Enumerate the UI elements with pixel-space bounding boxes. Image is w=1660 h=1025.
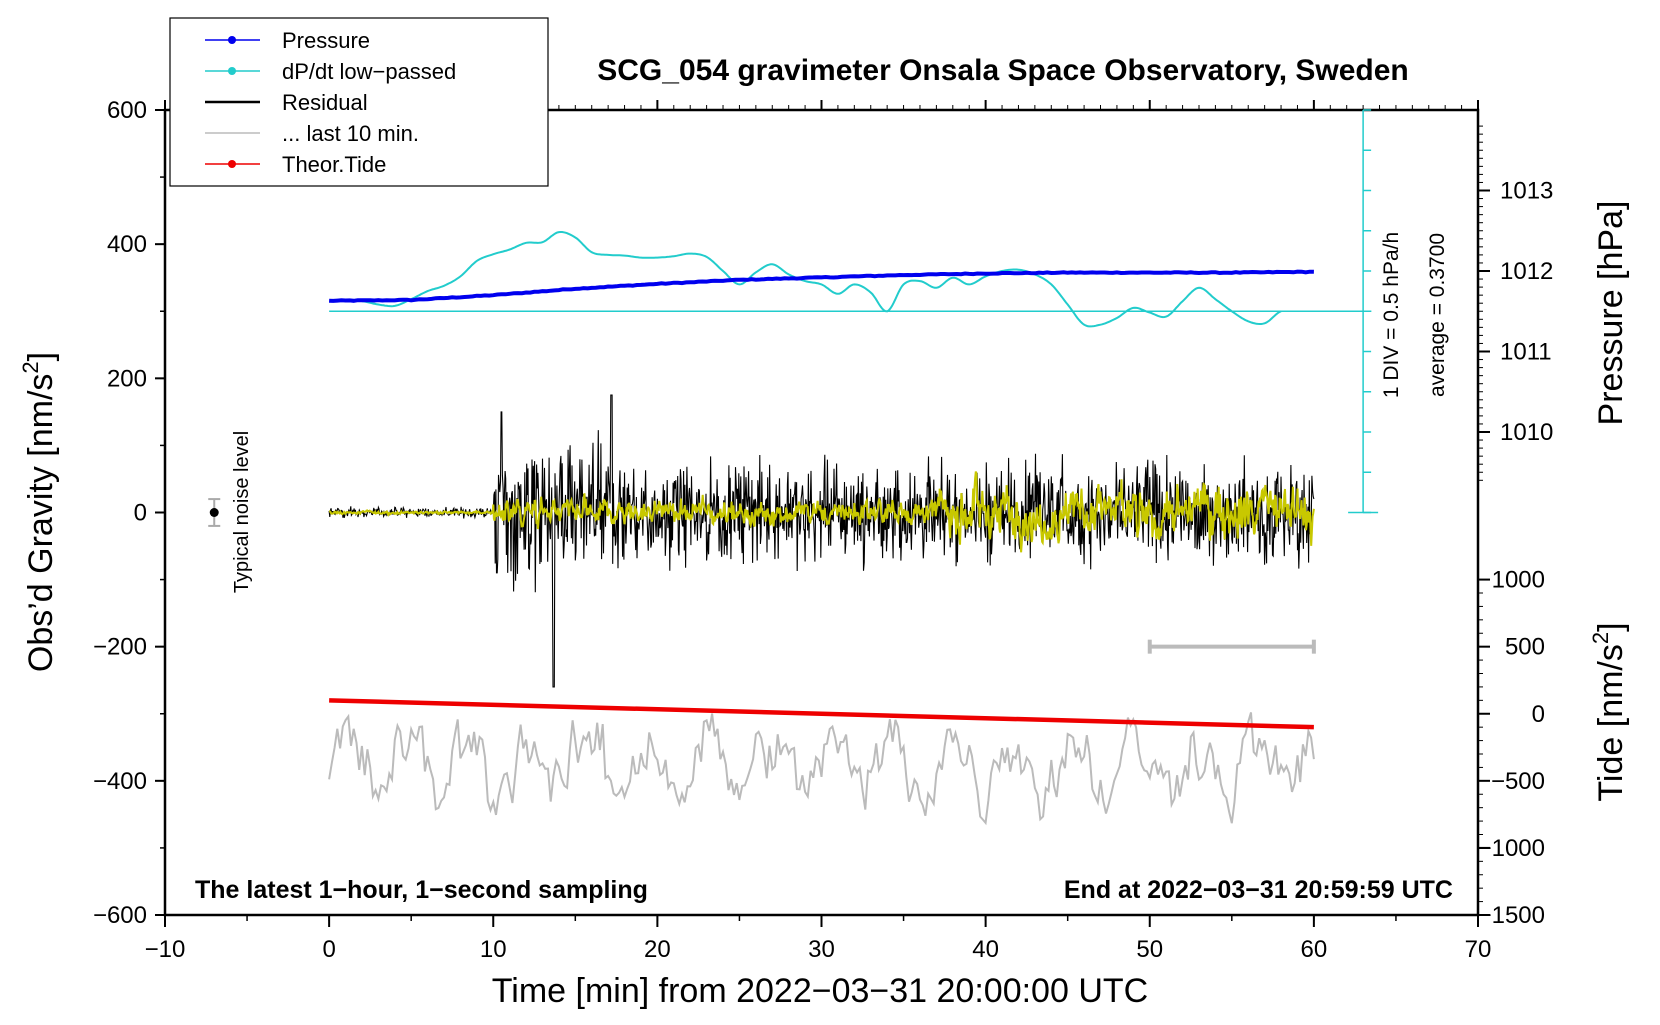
x-axis: −10 0 10 20 30 40 50 60 70	[145, 100, 1492, 963]
legend-marker	[228, 67, 236, 75]
legend-label: ... last 10 min.	[282, 121, 419, 146]
y-axis-tide-title-main: Tide [nm/s	[1592, 644, 1630, 801]
y-tick-label: 400	[107, 231, 147, 258]
x-tick-label: 70	[1465, 936, 1492, 963]
x-tick-label: 60	[1301, 936, 1328, 963]
chart-title: SCG_054 gravimeter Onsala Space Observat…	[597, 54, 1409, 87]
y-tick-label: 600	[107, 97, 147, 124]
sampling-note: The latest 1−hour, 1−second sampling	[195, 876, 648, 904]
dpdt-line	[361, 231, 1282, 328]
x-tick-label: 20	[644, 936, 671, 963]
x-tick-label: 30	[808, 936, 835, 963]
theor-tide-line	[329, 698, 1314, 730]
tide-tick-label: 1000	[1492, 567, 1545, 594]
y-axis-left-title: Obs’d Gravity [nm/s2]	[18, 352, 60, 672]
y-axis-tide-title-end: ]	[1592, 622, 1630, 631]
pressure-line	[329, 269, 1314, 303]
x-tick-label: 0	[322, 936, 335, 963]
y-tick-label: −200	[93, 634, 147, 661]
last-10-min-line	[328, 712, 1315, 826]
y-axis-left-title-main: Obs’d Gravity [nm/s	[22, 374, 60, 673]
pressure-tick-label: 1010	[1500, 419, 1553, 446]
x-tick-label: 40	[972, 936, 999, 963]
noise-point	[209, 508, 219, 517]
noise-level-label: Typical noise level	[231, 431, 253, 593]
y-tick-label: 200	[107, 365, 147, 392]
x-tick-label: 10	[480, 936, 507, 963]
x-tick-label: 50	[1136, 936, 1163, 963]
y-axis-left-title-end: ]	[22, 352, 60, 361]
tide-tick-label: 0	[1532, 701, 1545, 728]
tide-tick-label: 500	[1505, 634, 1545, 661]
y-axis-tide-title: Tide [nm/s2]	[1588, 622, 1630, 801]
pressure-tick-label: 1011	[1500, 339, 1552, 366]
y-axis-tide: 1000 500 0 −500 −1000 −1500	[1478, 567, 1545, 929]
end-time-note: End at 2022−03−31 20:59:59 UTC	[1064, 876, 1453, 904]
x-tick-label: −10	[145, 936, 186, 963]
y-axis-pressure: 1013 1012 1011 1010	[1478, 125, 1553, 481]
tide-tick-label: −1500	[1478, 902, 1545, 929]
pressure-tick-label: 1013	[1500, 178, 1553, 205]
tide-tick-label: −1000	[1478, 835, 1545, 862]
legend: Pressure dP/dt low−passed Residual ... last…	[169, 17, 549, 187]
tide-tick-label: −500	[1491, 768, 1545, 795]
legend-label: Pressure	[282, 28, 370, 53]
pressure-tick-label: 1012	[1500, 258, 1553, 285]
legend-label: dP/dt low−passed	[282, 59, 456, 84]
dpdt-average-label: average = 0.3700	[1426, 233, 1449, 397]
dpdt-scale-label: 1 DIV = 0.5 hPa/h	[1380, 232, 1403, 398]
legend-marker	[228, 160, 236, 168]
legend-label: Theor.Tide	[282, 152, 386, 177]
y-tick-label: −600	[93, 902, 147, 929]
legend-marker	[228, 36, 236, 44]
series-layer	[208, 109, 1379, 826]
residual-lowpass-line	[328, 471, 1315, 553]
y-axis-left-title-sup: 2	[18, 361, 43, 373]
residual-line	[328, 394, 1315, 688]
y-axis-tide-title-sup: 2	[1588, 632, 1613, 644]
y-tick-label: 0	[134, 500, 147, 527]
legend-label: Residual	[282, 90, 368, 115]
y-axis-left: 600 400 200 0 −200 −400 −600	[93, 97, 165, 929]
y-tick-label: −400	[93, 768, 147, 795]
x-axis-title: Time [min] from 2022−03−31 20:00:00 UTC	[492, 972, 1148, 1010]
legend-entries: Pressure dP/dt low−passed Residual ... last…	[205, 28, 456, 177]
y-axis-pressure-title: Pressure [hPa]	[1592, 201, 1630, 426]
